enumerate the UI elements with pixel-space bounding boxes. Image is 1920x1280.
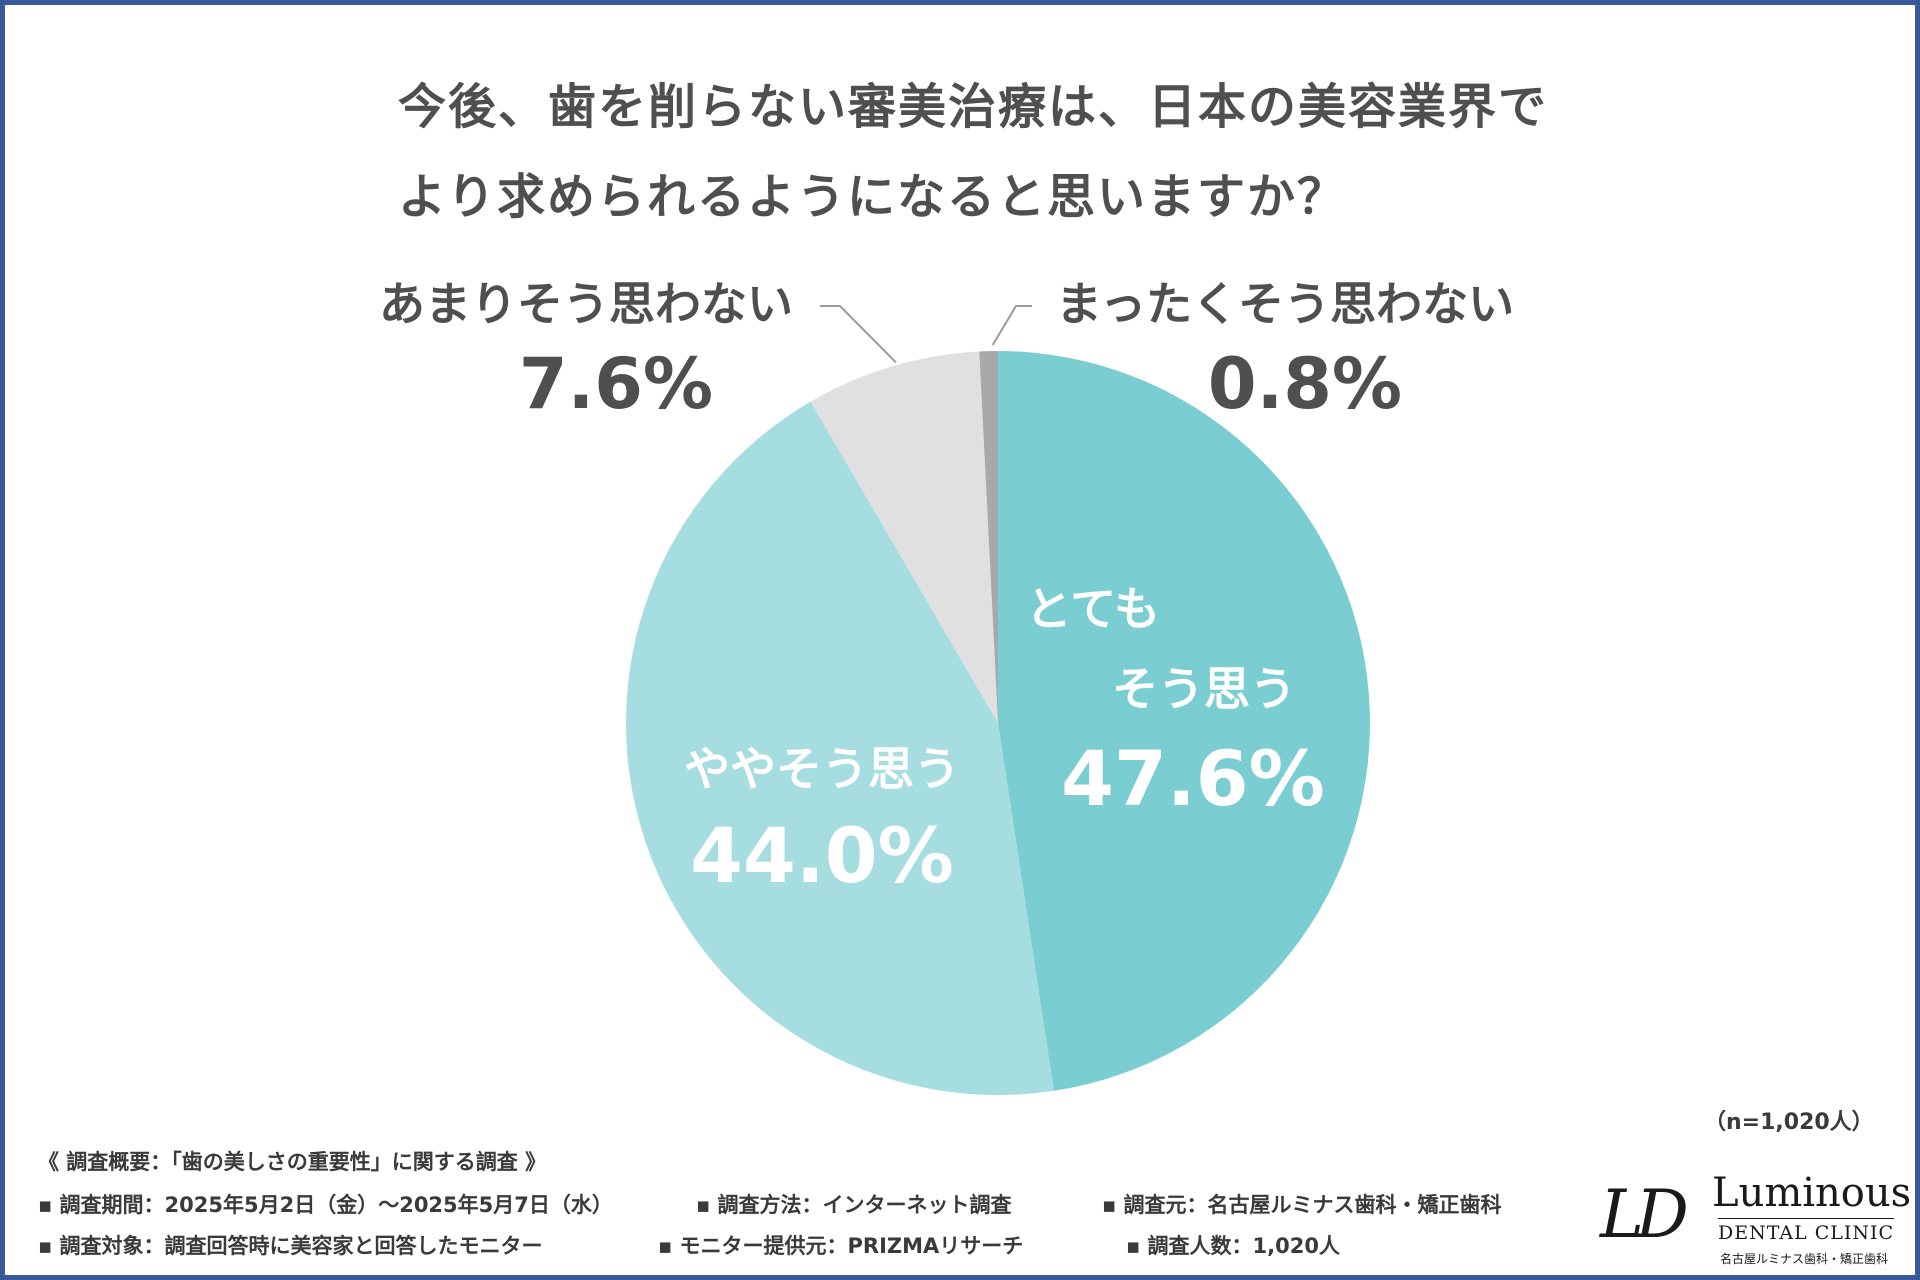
survey-period: ▪ 調査期間：2025年5月2日（金）～2025年5月7日（水） [38,1193,613,1217]
clinic-logo-sub: DENTAL CLINIC [1718,1222,1895,1244]
survey-source: ▪ 調査元：名古屋ルミナス歯科・矯正歯科 [1102,1193,1502,1217]
pie-slice-0 [998,351,1370,1091]
leader-line-3 [991,305,1032,346]
slice-value-2: 7.6% [519,343,713,425]
chart-title-line2: より求められるようになると思いますか？ [398,169,1348,225]
slice-label-3: まったくそう思わない [1056,277,1514,331]
survey-count: ▪ 調査人数：1,020人 [1126,1234,1340,1258]
chart-title-line1: 今後、歯を削らない審美治療は、日本の美容業界で [398,79,1549,135]
slice-value-0: 47.6% [1061,734,1325,823]
survey-target: ▪ 調査対象：調査回答時に美容家と回答したモニター [38,1234,543,1258]
slice-label-0-line2: そう思う [1112,662,1296,716]
slice-label-2: あまりそう思わない [379,277,793,331]
chart-title: 今後、歯を削らない審美治療は、日本の美容業界で より求められるようになると思いま… [398,62,1548,242]
survey-heading: 《 調査概要：「歯の美しさの重要性」に関する調査 》 [38,1150,547,1174]
sample-size: （n=1,020人） [1704,1110,1874,1135]
slice-value-3: 0.8% [1208,343,1402,425]
survey-provider: ▪ モニター提供元：PRIZMAリサーチ [658,1234,1024,1258]
pie-slice-1 [626,401,1054,1095]
clinic-logo-divider [1718,1218,1894,1219]
survey-method: ▪ 調査方法：インターネット調査 [696,1193,1012,1217]
clinic-logo-name: Luminous [1712,1170,1912,1216]
leader-line-2 [820,305,897,364]
slice-label-1: ややそう思う [684,742,960,796]
pie-slice-3 [979,351,998,723]
pie-slice-2 [810,351,998,723]
slice-value-1: 44.0% [690,811,954,900]
clinic-logo-mark: LD [1600,1176,1689,1253]
clinic-logo-jp: 名古屋ルミナス歯科・矯正歯科 [1720,1252,1889,1266]
slice-label-0-line1: とても [1026,582,1160,636]
